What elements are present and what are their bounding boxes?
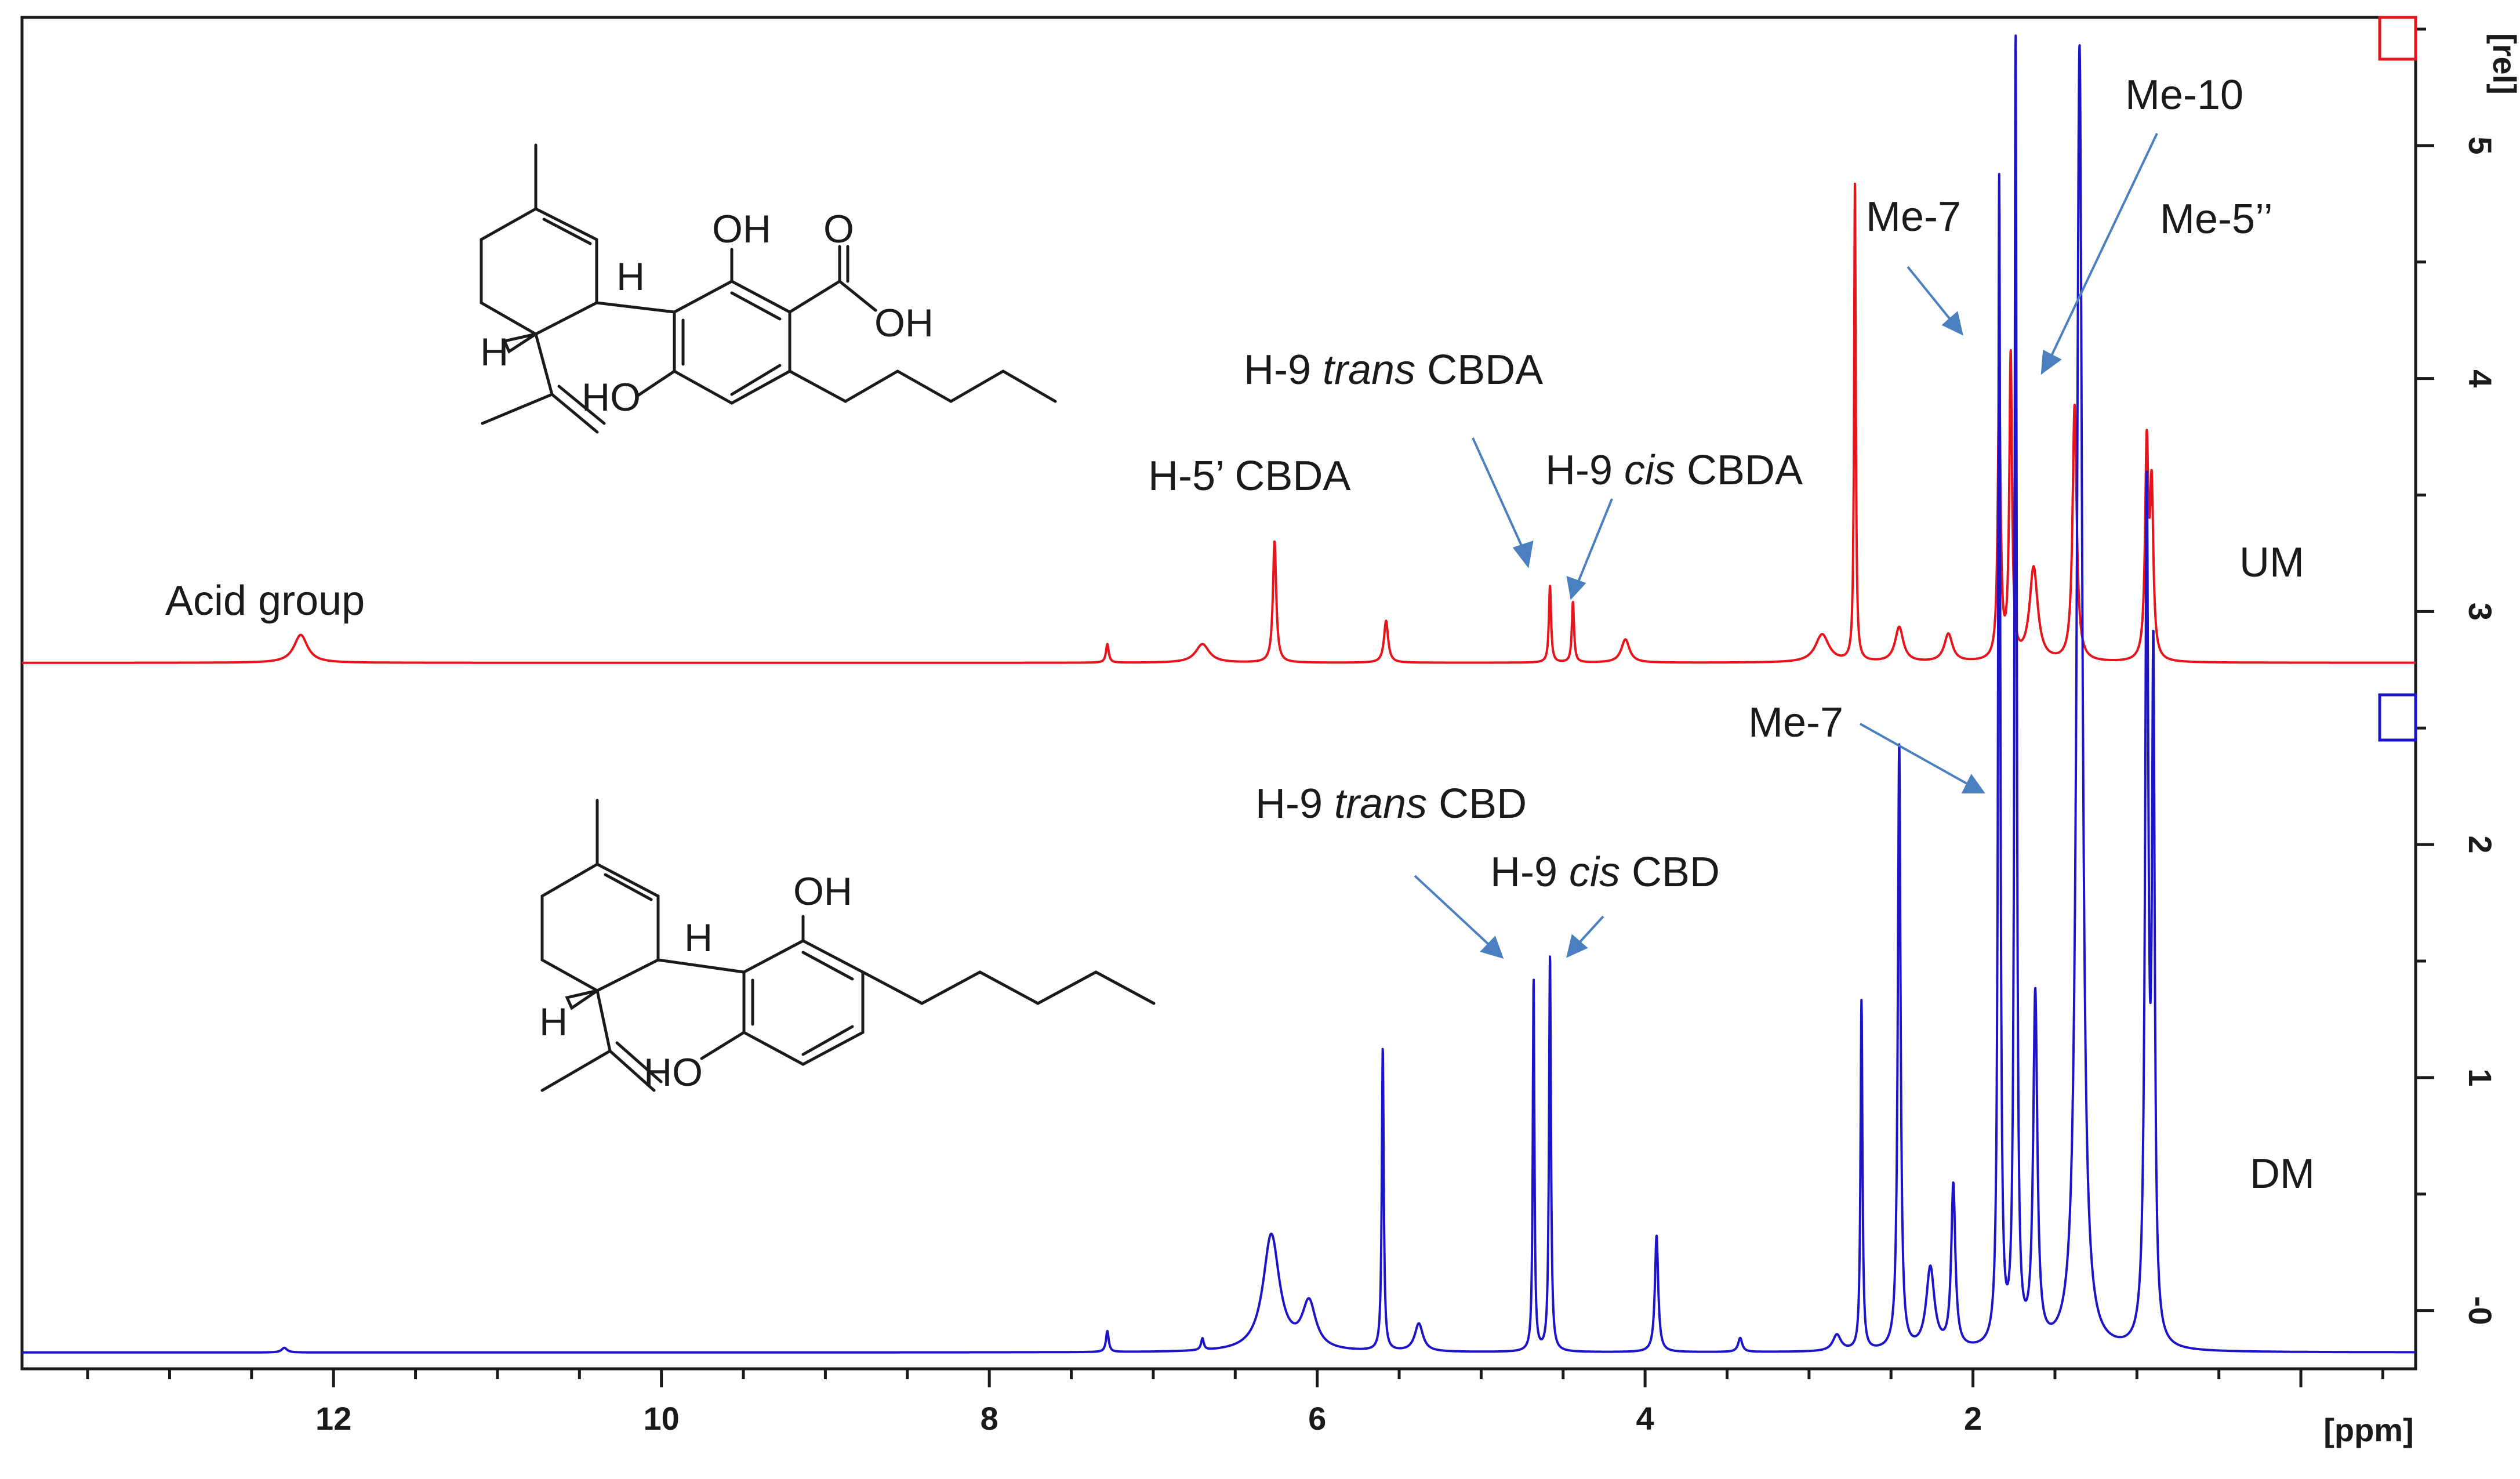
cbda-label-ho: HO <box>582 375 641 419</box>
y-tick-label: 4 <box>2462 369 2499 387</box>
annotation-h9-trans-cbda: H-9 trans CBDA <box>1244 347 1543 393</box>
annotation-h9-trans-cbd: H-9 trans CBD <box>1255 781 1527 827</box>
y-axis-label: [rel] <box>2486 33 2520 95</box>
y-axis-ticks: -0 1 2 3 4 5 <box>2416 27 2499 1325</box>
x-tick-label: 12 <box>315 1400 351 1437</box>
y-tick-label: 2 <box>2462 836 2499 854</box>
label-um: UM <box>2239 539 2304 586</box>
y-tick-label: 3 <box>2462 603 2499 621</box>
annotation-h9-cis-cbda: H-9 cis CBDA <box>1545 447 1803 494</box>
annotation-h9-cis-cbd: H-9 cis CBD <box>1490 849 1720 896</box>
spectrum-um-line <box>21 182 2417 664</box>
cbda-label-h-right: H <box>616 255 645 299</box>
cbda-label-oh-top: OH <box>712 207 771 251</box>
annotation-arrows <box>1414 133 2158 959</box>
annotation-me5: Me-5’’ <box>2160 196 2273 242</box>
cbd-structure: OH HO H H <box>539 799 1156 1094</box>
annotation-me7-dm: Me-7 <box>1748 699 1843 746</box>
cbda-structure: OH O OH HO H H <box>480 143 1057 434</box>
spectrum-dm-line <box>21 34 2417 1354</box>
x-tick-label: 2 <box>1964 1400 1982 1437</box>
x-tick-label: 6 <box>1308 1400 1326 1437</box>
annotations: Acid group H-5’ CBDA H-9 trans CBDA H-9 … <box>165 72 2315 1197</box>
cbda-label-h-left: H <box>480 330 509 374</box>
y-tick-label: 5 <box>2462 136 2499 154</box>
cbd-label-h-left: H <box>539 1000 568 1044</box>
annotation-me7-um: Me-7 <box>1866 194 1961 240</box>
x-axis-ticks: 12 10 8 6 4 2 <box>86 1369 2384 1437</box>
cbda-label-oh-acid: OH <box>874 301 934 345</box>
annotation-me10: Me-10 <box>2125 72 2243 118</box>
annotation-h5-cbda: H-5’ CBDA <box>1148 453 1350 499</box>
cbd-label-ho: HO <box>644 1050 703 1094</box>
dm-reference-marker <box>2378 693 2417 742</box>
cbd-label-h-right: H <box>684 916 713 960</box>
annotation-acid-group: Acid group <box>165 578 365 624</box>
plot-frame <box>20 16 2417 1371</box>
label-dm: DM <box>2250 1151 2315 1197</box>
x-tick-label: 8 <box>981 1400 998 1437</box>
um-reference-marker <box>2378 16 2417 61</box>
x-axis-label: [ppm] <box>2323 1412 2414 1448</box>
y-tick-label: -0 <box>2462 1296 2499 1325</box>
x-tick-label: 10 <box>644 1400 680 1437</box>
x-tick-label: 4 <box>1636 1400 1654 1437</box>
cbda-label-o: O <box>823 207 854 251</box>
y-tick-label: 1 <box>2462 1068 2499 1086</box>
cbd-label-oh: OH <box>793 869 852 913</box>
